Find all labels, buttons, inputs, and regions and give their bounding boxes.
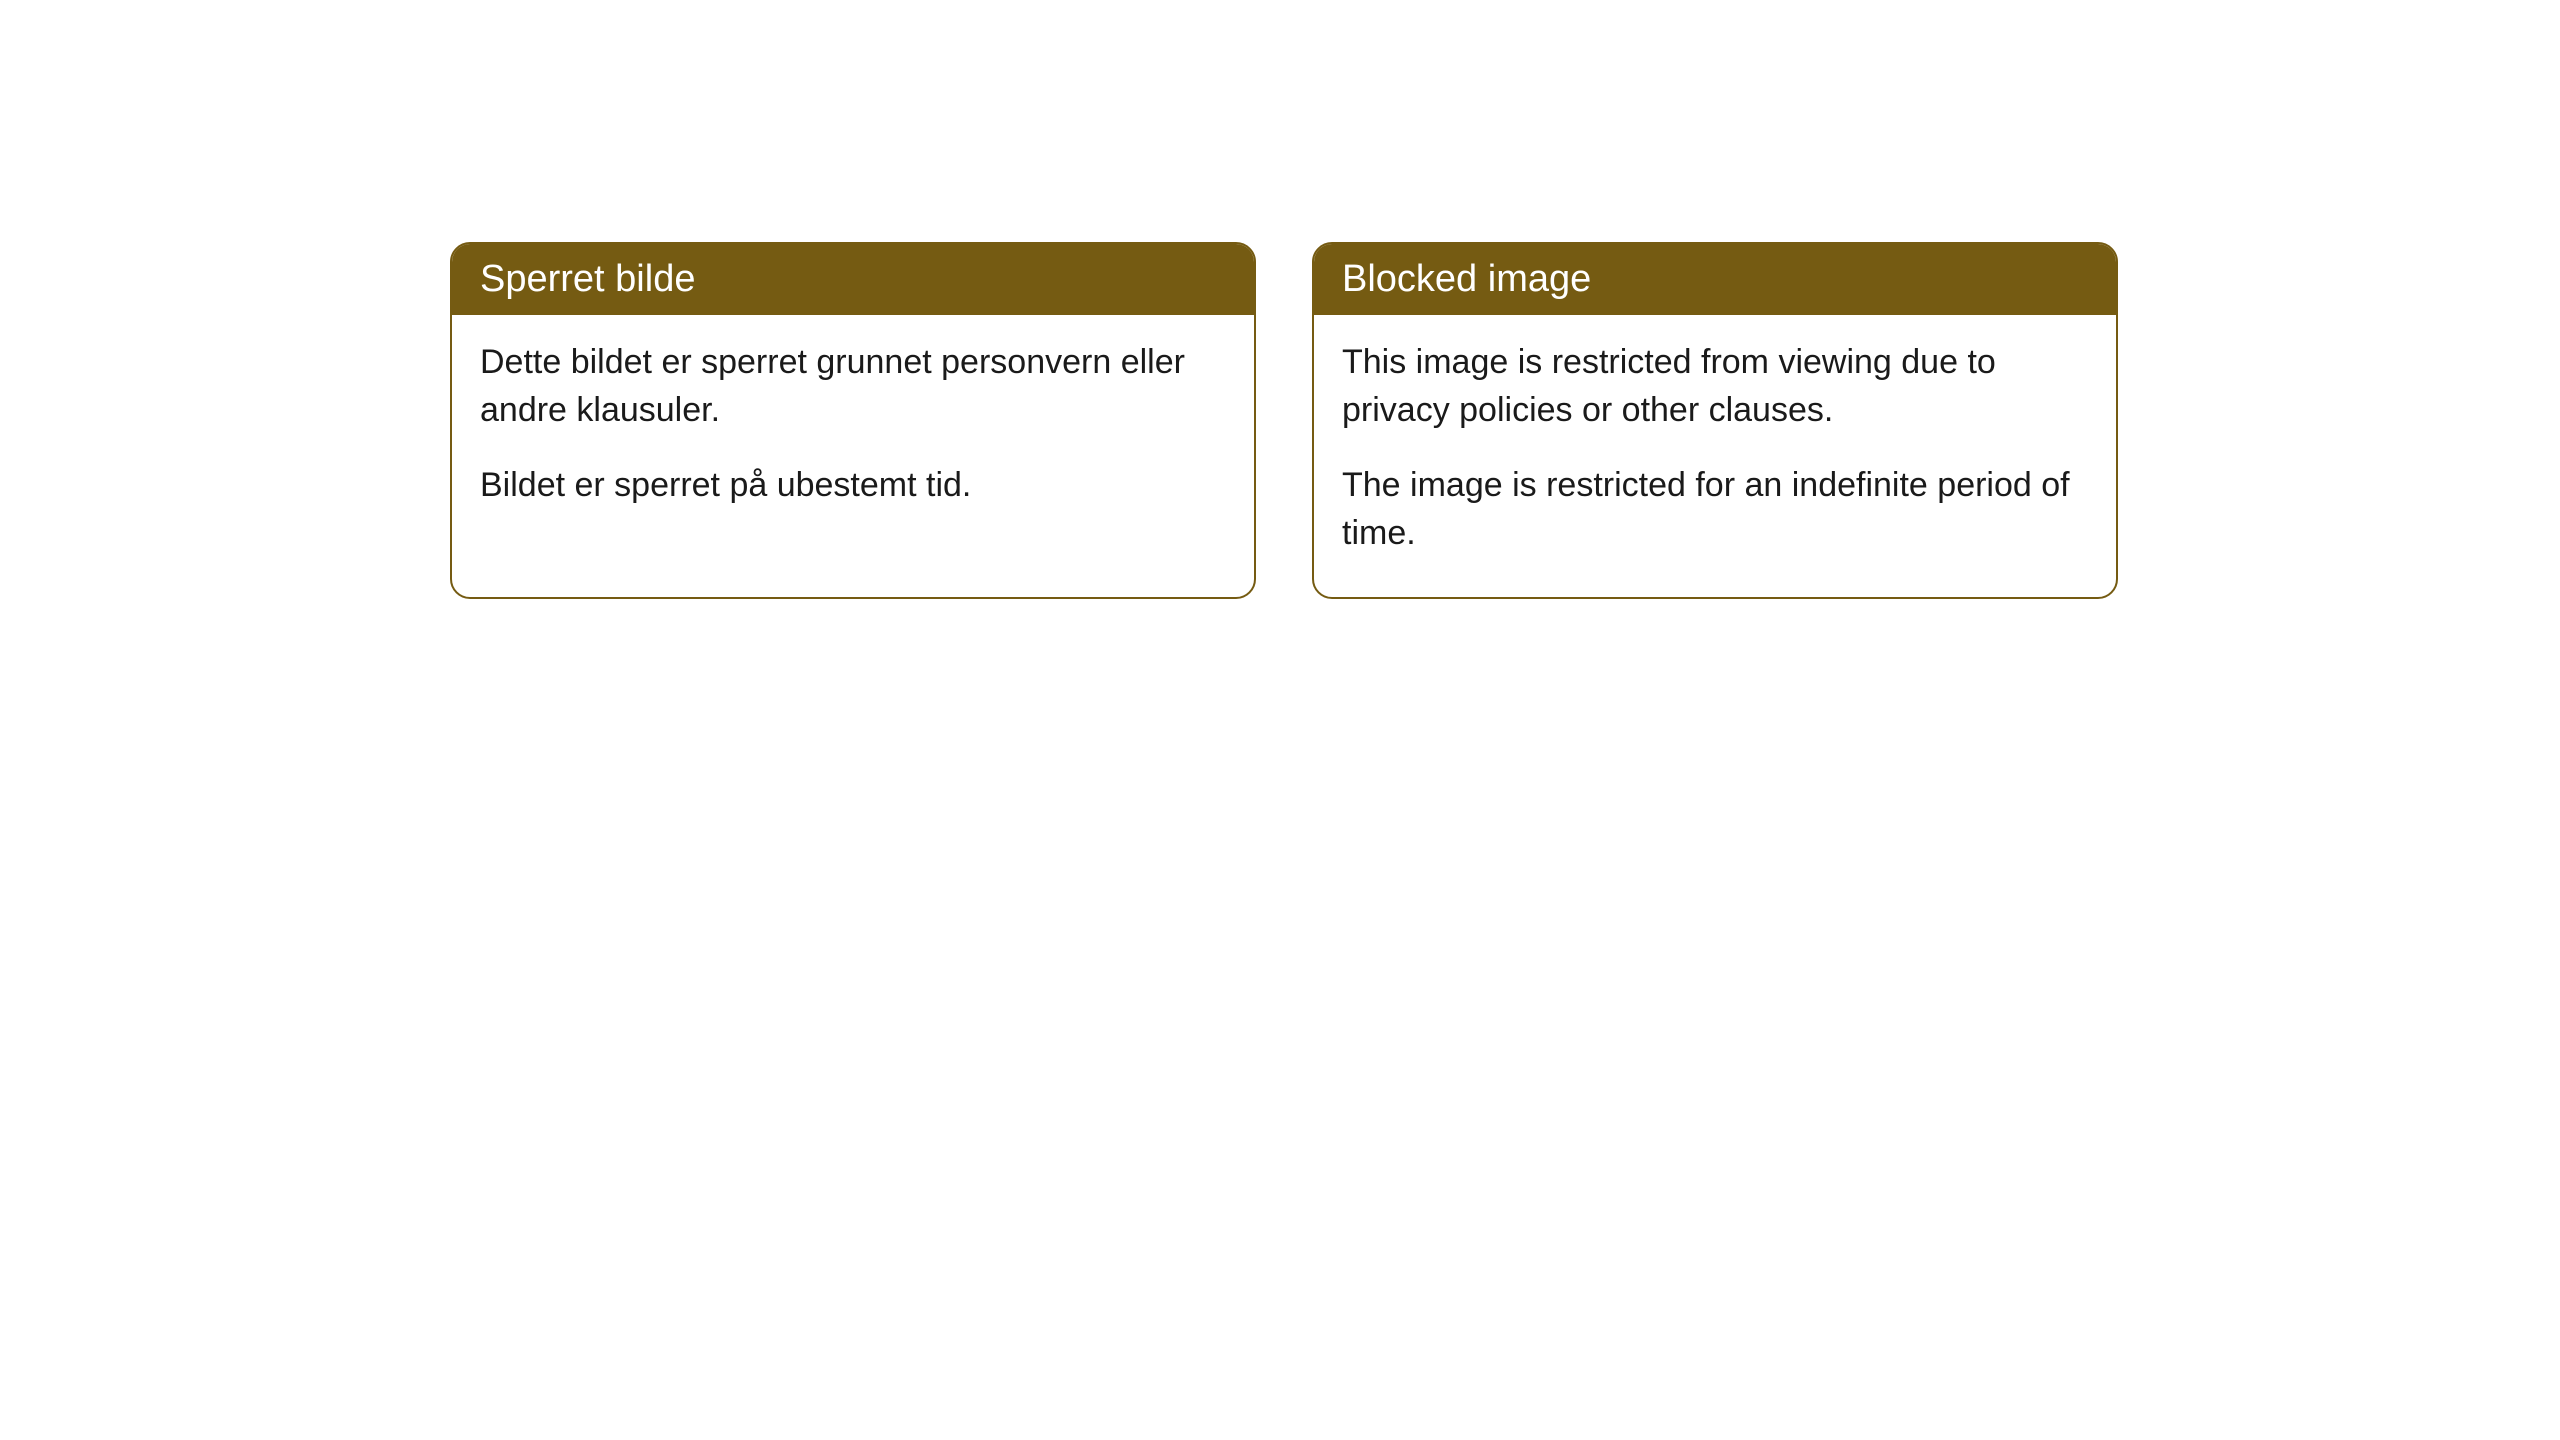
blocked-image-card-english: Blocked image This image is restricted f…	[1312, 242, 2118, 599]
card-header: Blocked image	[1314, 244, 2116, 315]
card-title: Blocked image	[1342, 258, 1591, 300]
card-paragraph-1: This image is restricted from viewing du…	[1342, 339, 2088, 434]
card-paragraph-2: The image is restricted for an indefinit…	[1342, 462, 2088, 557]
card-body: This image is restricted from viewing du…	[1314, 315, 2116, 597]
card-body: Dette bildet er sperret grunnet personve…	[452, 315, 1254, 550]
card-title: Sperret bilde	[480, 258, 695, 300]
card-paragraph-2: Bildet er sperret på ubestemt tid.	[480, 462, 1226, 510]
card-header: Sperret bilde	[452, 244, 1254, 315]
card-container: Sperret bilde Dette bildet er sperret gr…	[0, 0, 2560, 599]
blocked-image-card-norwegian: Sperret bilde Dette bildet er sperret gr…	[450, 242, 1256, 599]
card-paragraph-1: Dette bildet er sperret grunnet personve…	[480, 339, 1226, 434]
